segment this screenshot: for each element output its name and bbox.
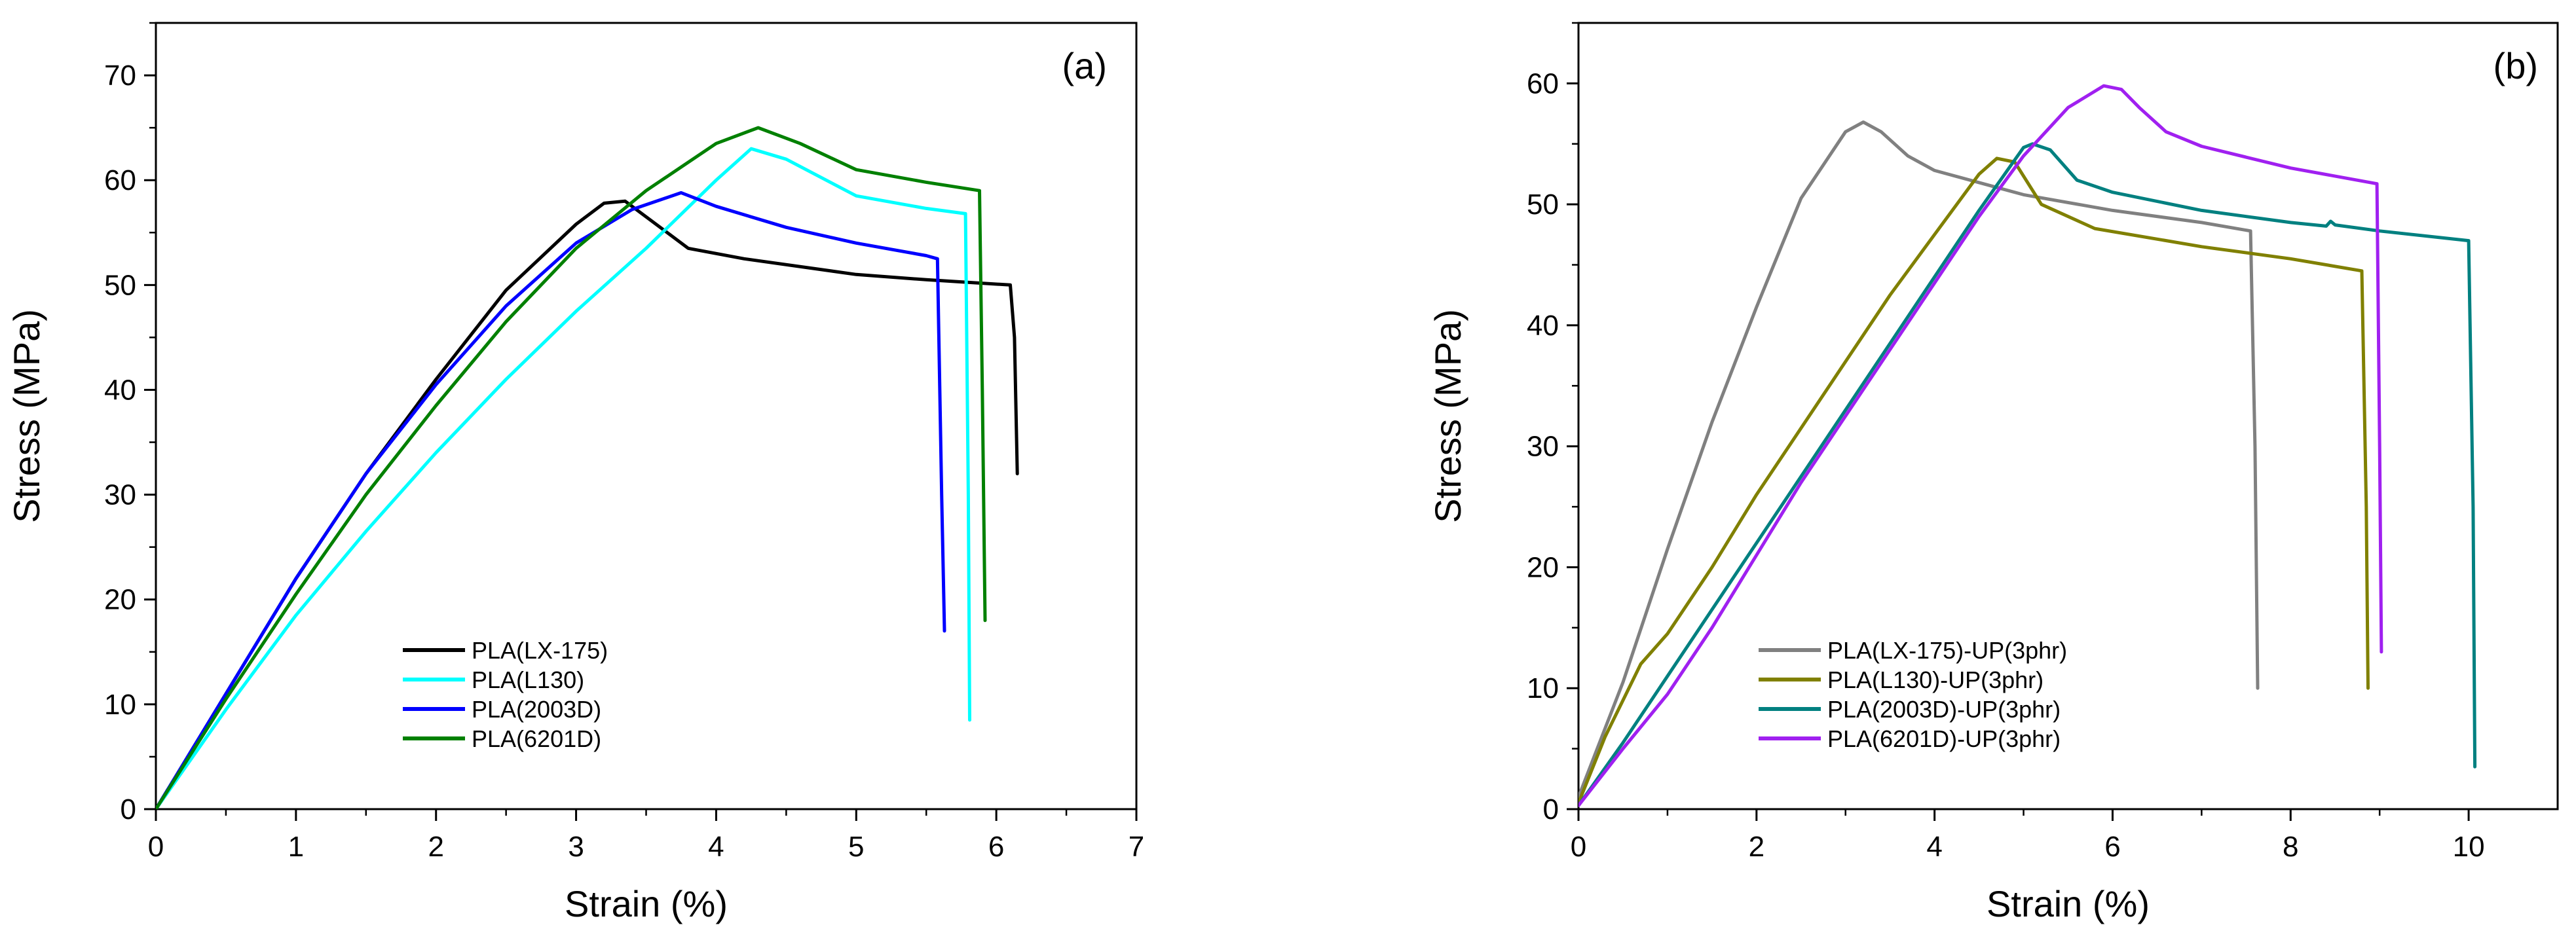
legend-label: PLA(L130) bbox=[472, 666, 584, 693]
y-tick-label: 60 bbox=[1527, 67, 1559, 100]
x-tick-label: 4 bbox=[708, 831, 724, 863]
legend-label: PLA(6201D) bbox=[472, 725, 601, 752]
series-line-3 bbox=[1578, 84, 2383, 807]
y-tick-label: 40 bbox=[1527, 310, 1559, 342]
series-line-0 bbox=[1578, 120, 2260, 799]
x-tick-label: 1 bbox=[288, 831, 304, 863]
legend-label: PLA(2003D) bbox=[472, 696, 601, 723]
plot-frame bbox=[155, 22, 1138, 810]
y-tick-label: 20 bbox=[104, 584, 136, 616]
x-tick-label: 4 bbox=[1926, 831, 1942, 863]
chart-panel-1: 0 2 4 6 8 10 0 10 20 30 40 50 60 Strain (%) Stress (MP… bbox=[1427, 22, 2559, 924]
y-tick-label: 30 bbox=[1527, 431, 1559, 463]
legend-label: PLA(6201D)-UP(3phr) bbox=[1827, 725, 2061, 752]
series-line-1 bbox=[156, 147, 971, 809]
y-axis-title: Stress (MPa) bbox=[1427, 309, 1468, 523]
y-tick-label: 40 bbox=[104, 374, 136, 406]
y-tick-label: 0 bbox=[1543, 793, 1559, 826]
legend-label: PLA(LX-175) bbox=[472, 637, 608, 664]
y-tick-label: 20 bbox=[1527, 551, 1559, 583]
x-tick-label: 7 bbox=[1129, 831, 1144, 863]
y-tick-label: 10 bbox=[1527, 672, 1559, 704]
x-tick-label: 8 bbox=[2283, 831, 2298, 863]
y-tick-label: 60 bbox=[104, 164, 136, 196]
x-tick-label: 10 bbox=[2453, 831, 2485, 863]
x-axis-title: Strain (%) bbox=[565, 883, 728, 924]
panel-label: (a) bbox=[1062, 45, 1107, 86]
x-tick-label: 6 bbox=[988, 831, 1004, 863]
legend-label: PLA(LX-175)-UP(3phr) bbox=[1827, 637, 2067, 664]
y-tick-label: 50 bbox=[1527, 189, 1559, 221]
x-tick-label: 0 bbox=[1571, 831, 1586, 863]
x-tick-label: 5 bbox=[848, 831, 864, 863]
y-tick-label: 30 bbox=[104, 479, 136, 511]
y-tick-label: 0 bbox=[121, 793, 136, 826]
legend-label: PLA(L130)-UP(3phr) bbox=[1827, 666, 2044, 693]
plot-frame bbox=[1577, 22, 2559, 810]
x-tick-label: 6 bbox=[2104, 831, 2120, 863]
x-tick-label: 0 bbox=[148, 831, 164, 863]
x-tick-label: 2 bbox=[1749, 831, 1764, 863]
series-line-2 bbox=[1578, 142, 2477, 807]
x-axis-title: Strain (%) bbox=[1987, 883, 2150, 924]
y-tick-label: 10 bbox=[104, 689, 136, 721]
series-line-2 bbox=[156, 191, 946, 809]
legend-label: PLA(2003D)-UP(3phr) bbox=[1827, 696, 2061, 723]
series-line-3 bbox=[156, 126, 987, 809]
x-tick-label: 2 bbox=[428, 831, 443, 863]
y-axis-title: Stress (MPa) bbox=[6, 309, 47, 523]
y-tick-label: 50 bbox=[104, 269, 136, 301]
y-tick-label: 70 bbox=[104, 60, 136, 92]
series-line-1 bbox=[1578, 156, 2370, 805]
panel-label: (b) bbox=[2493, 45, 2538, 86]
x-tick-label: 3 bbox=[568, 831, 584, 863]
